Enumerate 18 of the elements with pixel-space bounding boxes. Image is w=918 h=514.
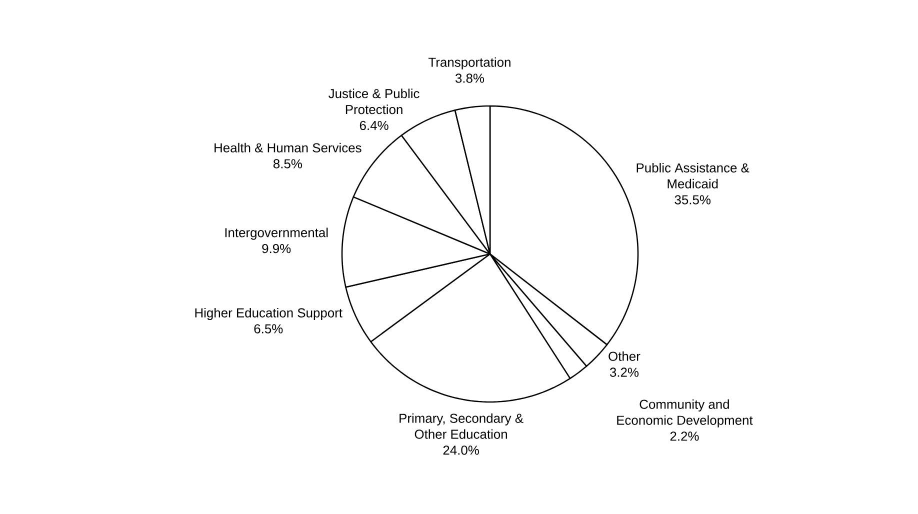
data-label: 3.8%	[455, 74, 484, 83]
slice-label: Primary, Secondary & Other Education	[400, 413, 524, 439]
data-label: 6.5%	[254, 324, 283, 334]
slice-label: Transportation	[428, 57, 510, 70]
slice-label: Health & Human Services	[214, 142, 362, 152]
data-label: 2.2%	[670, 432, 699, 441]
slice-label: Community and Economic Development	[617, 399, 753, 428]
data-label: 6.4%	[360, 120, 388, 130]
data-label: 24.0%	[443, 446, 479, 455]
slice-label: Higher Education Support	[195, 308, 342, 320]
data-label: 8.5%	[273, 159, 302, 168]
data-label: 35.5%	[674, 195, 711, 204]
slice-label: Other	[608, 351, 640, 361]
slice-label: Public Assistance & Medicaid	[636, 162, 750, 188]
slice-label: Intergovernmental	[225, 228, 328, 240]
data-label: 3.2%	[610, 368, 639, 377]
slice-label: Justice & Public Protection	[328, 88, 420, 114]
data-label: 9.9%	[262, 244, 291, 254]
